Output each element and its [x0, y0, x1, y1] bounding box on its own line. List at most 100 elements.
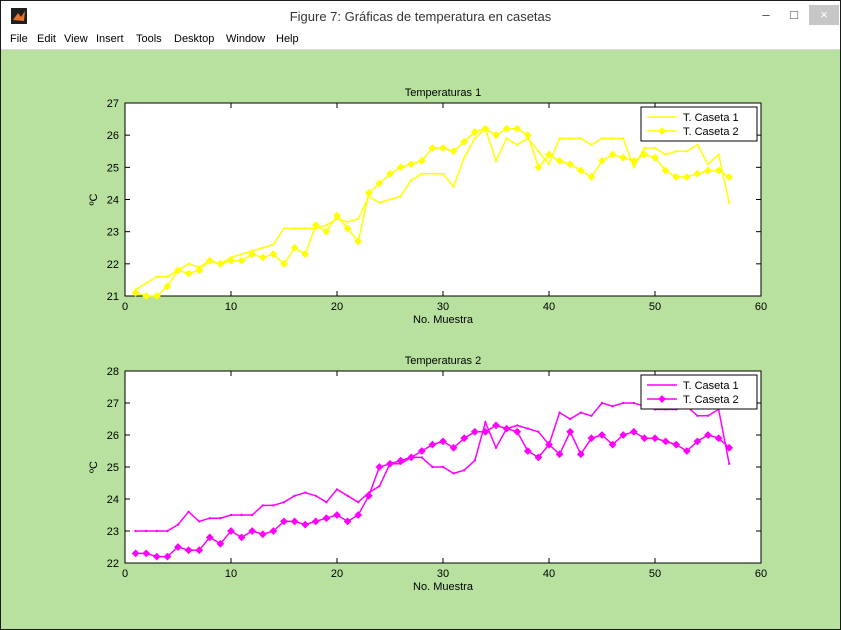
- data-point: [343, 224, 352, 233]
- data-point: [576, 450, 585, 459]
- data-point: [410, 179, 413, 182]
- data-point: [523, 447, 532, 455]
- data-point: [261, 246, 264, 249]
- data-point: [473, 137, 476, 140]
- data-point: [513, 124, 522, 133]
- data-point: [547, 162, 551, 166]
- data-point: [216, 259, 225, 268]
- data-point: [452, 472, 455, 475]
- window-title: Figure 7: Gráficas de temperatura en cas…: [289, 9, 552, 24]
- menu-view[interactable]: View: [64, 33, 88, 45]
- data-point: [611, 137, 614, 140]
- legend-box: [640, 374, 758, 410]
- x-tick-label: 30: [437, 301, 449, 313]
- menu-help[interactable]: Help: [276, 33, 299, 45]
- data-point: [205, 533, 214, 542]
- data-point: [516, 143, 519, 147]
- data-point: [195, 546, 204, 555]
- data-point: [449, 147, 458, 156]
- data-point: [375, 463, 384, 471]
- menu-edit[interactable]: Edit: [37, 33, 56, 45]
- data-point: [651, 153, 659, 162]
- data-point: [142, 292, 151, 300]
- data-point: [672, 440, 681, 449]
- data-point: [417, 156, 426, 165]
- x-tick-label: 40: [543, 301, 555, 313]
- menu-file[interactable]: File: [10, 33, 28, 45]
- y-tick-label: 27: [107, 398, 119, 410]
- x-tick-label: 50: [649, 301, 661, 313]
- data-point: [611, 405, 614, 408]
- legend-label: T. Caseta 2: [683, 394, 739, 406]
- chart-title: Temperaturas 2: [405, 355, 481, 367]
- data-point: [357, 501, 360, 504]
- data-point: [131, 288, 140, 297]
- data-point: [378, 485, 381, 488]
- data-point: [152, 292, 161, 300]
- data-point: [534, 453, 543, 462]
- data-point: [600, 137, 604, 140]
- x-axis-label: No. Muestra: [413, 581, 474, 593]
- x-tick-label: 40: [543, 568, 555, 580]
- legend-label: T. Caseta 1: [683, 380, 739, 392]
- data-point: [280, 517, 288, 526]
- series-2: [131, 124, 734, 300]
- y-tick-label: 25: [107, 162, 119, 174]
- data-point: [431, 465, 434, 469]
- data-point: [343, 517, 352, 526]
- data-point: [346, 220, 349, 224]
- data-point: [619, 431, 628, 439]
- data-point: [672, 173, 681, 181]
- minimize-button[interactable]: –: [762, 7, 770, 22]
- close-button[interactable]: ×: [809, 5, 839, 25]
- data-point: [301, 520, 310, 529]
- legend: T. Caseta 1 T. Caseta 2: [640, 374, 758, 410]
- data-point: [152, 552, 161, 561]
- data-point: [661, 166, 670, 175]
- data-point: [420, 172, 423, 175]
- menu-desktop[interactable]: Desktop: [174, 33, 215, 45]
- data-point: [439, 437, 447, 446]
- data-point: [248, 250, 257, 259]
- x-tick-label: 20: [331, 301, 343, 313]
- data-point: [598, 431, 606, 439]
- menu-insert[interactable]: Insert: [96, 33, 124, 45]
- data-point: [566, 160, 575, 169]
- data-point: [558, 411, 561, 414]
- data-point: [725, 173, 734, 181]
- data-point: [492, 421, 500, 430]
- data-point: [272, 504, 275, 507]
- title-bar[interactable]: Figure 7: Gráficas de temperatura en cas…: [1, 1, 840, 31]
- x-axis-label: No. Muestra: [413, 314, 474, 326]
- data-point: [290, 243, 299, 252]
- data-point: [219, 517, 222, 520]
- data-point: [282, 501, 286, 504]
- data-point: [661, 437, 670, 446]
- menu-window[interactable]: Window: [226, 33, 266, 45]
- data-point: [693, 169, 702, 178]
- data-point: [407, 160, 416, 169]
- chart-title: Temperaturas 1: [405, 87, 481, 99]
- x-tick-label: 60: [755, 301, 767, 313]
- data-point: [492, 131, 500, 140]
- data-point: [576, 166, 585, 175]
- menu-tools[interactable]: Tools: [136, 33, 162, 45]
- maximize-button[interactable]: □: [790, 7, 798, 22]
- data-point: [728, 201, 731, 204]
- data-point: [431, 172, 434, 175]
- data-point: [335, 488, 339, 491]
- data-point: [558, 137, 561, 140]
- series-1: [134, 127, 731, 291]
- y-tick-label: 22: [107, 259, 119, 271]
- data-point: [311, 221, 320, 230]
- data-point: [407, 453, 416, 462]
- data-point: [240, 513, 243, 517]
- data-point: [145, 281, 148, 285]
- data-point: [269, 527, 278, 535]
- legend-label: T. Caseta 2: [683, 126, 739, 138]
- data-point: [131, 549, 140, 558]
- data-point: [227, 256, 235, 265]
- data-point: [272, 243, 275, 246]
- x-tick-label: 0: [122, 301, 128, 313]
- legend-marker: [658, 395, 666, 403]
